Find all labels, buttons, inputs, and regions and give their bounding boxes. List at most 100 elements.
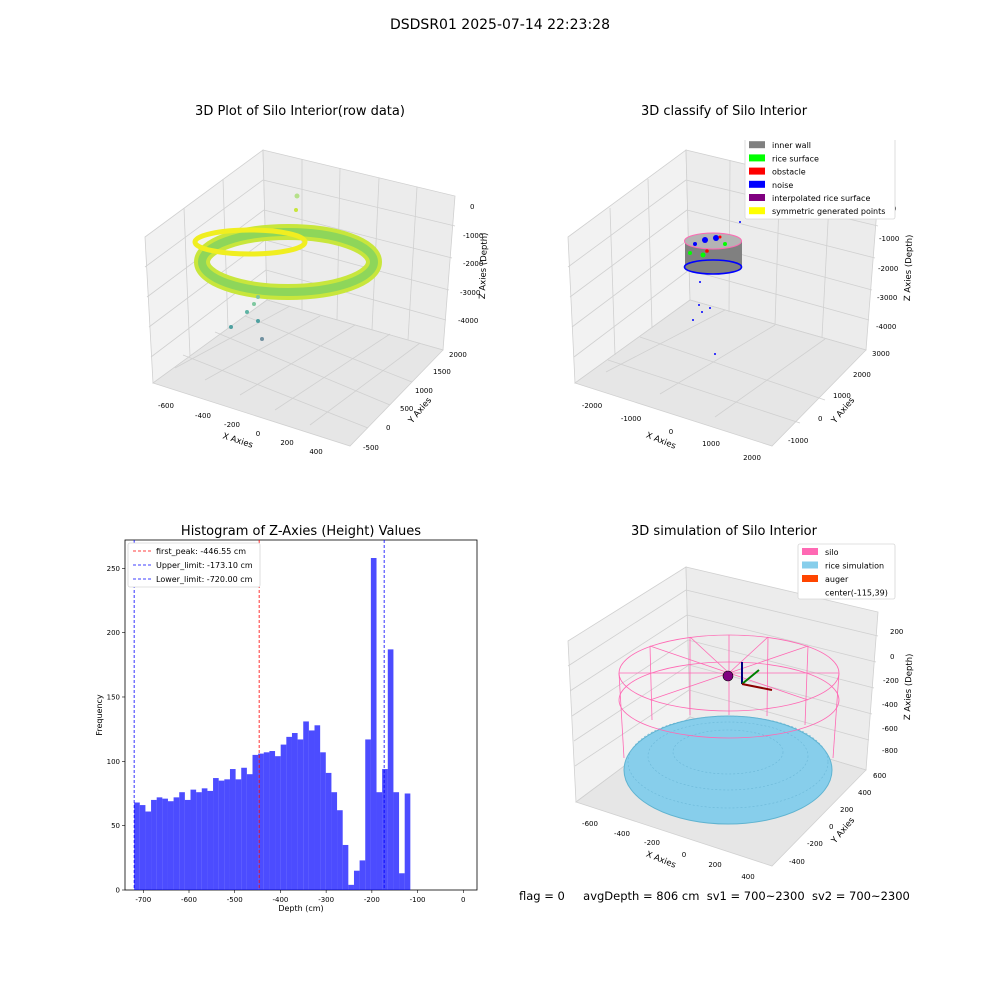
classify-xtick: 2000 xyxy=(743,454,761,462)
legend-label: center(-115,39) xyxy=(825,589,888,598)
histogram-bar xyxy=(229,769,236,890)
raw-ztick: -4000 xyxy=(458,317,478,325)
histogram-bar xyxy=(303,721,309,890)
classify-xtick: 1000 xyxy=(702,440,720,448)
histogram-bar xyxy=(151,799,157,890)
legend-swatch xyxy=(802,561,818,569)
histogram-bar xyxy=(167,801,174,890)
classify-ytick: 1000 xyxy=(833,392,851,400)
sim-ytick: -200 xyxy=(807,840,823,848)
legend-label: noise xyxy=(772,181,793,190)
raw-zlabel: Z Axies (Depth) xyxy=(478,232,490,299)
classify-ztick: -1000 xyxy=(879,235,899,243)
raw-ztick: 0 xyxy=(470,203,474,211)
histogram-bar xyxy=(224,779,230,890)
raw-point-cloud xyxy=(192,193,382,341)
histogram-bar xyxy=(286,736,292,890)
legend-swatch xyxy=(749,180,765,188)
classify-axes-box xyxy=(567,149,879,447)
histogram-bar xyxy=(275,756,281,890)
histogram-ytick-label: 250 xyxy=(107,565,120,573)
histogram-bar xyxy=(325,772,332,890)
histogram-bar xyxy=(320,752,326,890)
sim-ztick: -800 xyxy=(882,747,898,755)
sim-xtick: 200 xyxy=(708,861,721,869)
sim-xlabel: X Axies xyxy=(644,850,677,871)
histogram-legend-label: Upper_limit: -173.10 cm xyxy=(156,561,253,570)
raw-xtick: 400 xyxy=(309,448,322,456)
histogram-bar xyxy=(393,792,400,890)
legend-label: rice simulation xyxy=(825,562,884,571)
histogram-bar xyxy=(241,767,247,890)
legend-label: interpolated rice surface xyxy=(772,194,870,203)
histogram-xticks: -700 -600 -500 -400 -300 -200 -100 0 xyxy=(135,890,466,904)
legend-label: obstacle xyxy=(772,168,806,177)
histogram-bar xyxy=(201,788,208,890)
classify-panel-title: 3D classify of Silo Interior xyxy=(640,104,808,119)
histogram-bar xyxy=(280,744,287,890)
histogram-bar xyxy=(173,797,180,890)
flag-value: flag = 0 xyxy=(519,889,565,903)
histogram-xlabel: Depth (cm) xyxy=(278,904,323,913)
histogram-bar xyxy=(297,739,304,890)
legend-swatch xyxy=(749,194,765,201)
histogram-bar xyxy=(263,752,270,890)
legend-swatch xyxy=(802,548,818,555)
legend-label: auger xyxy=(825,575,849,584)
raw-xtick: -200 xyxy=(224,421,240,429)
histogram-bar xyxy=(184,799,191,890)
histogram-bar xyxy=(348,884,354,890)
histogram-bar xyxy=(291,733,298,890)
sim-xtick: -400 xyxy=(614,830,630,838)
histogram-bar xyxy=(337,810,343,890)
legend-swatch xyxy=(749,141,765,149)
histogram-bar xyxy=(246,774,253,890)
sim-ytick: 200 xyxy=(840,806,853,814)
histogram-bar xyxy=(252,754,259,890)
raw-ytick: -500 xyxy=(363,444,379,452)
histogram-bar xyxy=(145,811,152,890)
histogram-ytick-label: 150 xyxy=(107,693,120,701)
raw-ytick: 1500 xyxy=(433,368,451,376)
classify-zlabel: Z Axies (Depth) xyxy=(903,234,915,301)
legend-swatch xyxy=(749,167,765,175)
histogram-bar xyxy=(370,558,377,890)
sim-panel-title: 3D simulation of Silo Interior xyxy=(631,524,817,539)
histogram-bar xyxy=(353,870,360,890)
histogram-vlines xyxy=(133,540,385,890)
classify-3d-plot: -2000 -1000 0 1000 2000 -1000 0 1000 200… xyxy=(567,140,915,462)
histogram-legend-label: first_peak: -446.55 cm xyxy=(156,547,246,556)
legend-label: inner wall xyxy=(772,141,811,150)
histogram-bar xyxy=(134,802,140,890)
histogram-yticks: 0 50 100 150 200 250 xyxy=(107,565,125,895)
histogram-bar xyxy=(190,789,197,890)
histogram-bar xyxy=(365,739,371,890)
histogram-ytick-label: 50 xyxy=(111,822,120,830)
sim-xtick: 0 xyxy=(682,851,686,859)
classify-ztick: -2000 xyxy=(878,265,898,273)
histogram-bar xyxy=(342,844,349,890)
classify-point-cloud xyxy=(683,221,743,355)
histogram-bar xyxy=(382,769,388,890)
sim-ztick: 0 xyxy=(890,653,894,661)
histogram-bar xyxy=(162,798,168,890)
histogram-bar xyxy=(376,792,383,890)
sim-rice-surface xyxy=(623,715,833,825)
histogram-xtick-label: -600 xyxy=(181,896,197,904)
histogram-bar xyxy=(308,730,315,890)
histogram-ylabel: Frequency xyxy=(95,694,104,736)
classify-ztick: -4000 xyxy=(876,323,896,331)
histogram-legend: first_peak: -446.55 cm Upper_limit: -173.… xyxy=(127,542,261,588)
sv2-range: sv2 = 700~2300 xyxy=(811,889,910,903)
raw-xtick: -600 xyxy=(158,402,174,410)
legend-swatch xyxy=(749,207,765,215)
sim-xtick: -600 xyxy=(582,820,598,828)
histogram-bar xyxy=(179,792,185,890)
legend-label: symmetric generated points xyxy=(772,207,885,216)
raw-ytick: 1000 xyxy=(415,387,433,395)
legend-label: silo xyxy=(825,548,839,557)
histogram-bar xyxy=(213,778,219,890)
histogram-bar xyxy=(258,753,264,890)
histogram-xtick-label: -500 xyxy=(227,896,243,904)
sim-legend: silo rice simulation auger center(-115,39) xyxy=(797,543,896,600)
